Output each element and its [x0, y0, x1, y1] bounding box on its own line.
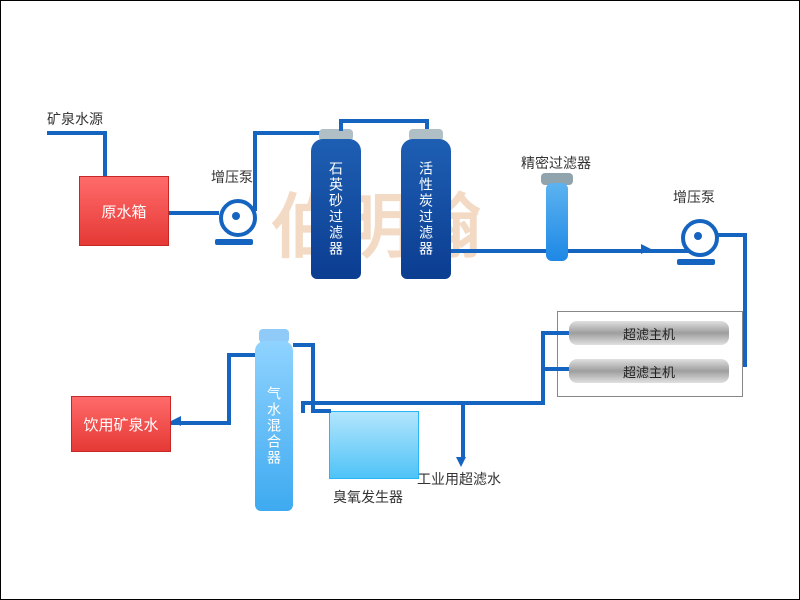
pipe	[227, 353, 231, 425]
pump2-label: 增压泵	[673, 187, 715, 207]
pipe	[301, 401, 305, 413]
pipe	[743, 233, 747, 365]
pipe	[339, 119, 429, 123]
pipe	[293, 343, 315, 347]
pipe	[461, 401, 465, 459]
pump1-label: 增压泵	[211, 167, 253, 187]
industrial-water-label: 工业用超滤水	[417, 469, 501, 489]
precision-filter	[546, 183, 568, 261]
pipe	[227, 353, 255, 357]
drinking-label: 饮用矿泉水	[83, 414, 158, 435]
carbon-label: 活性炭过滤器	[416, 161, 436, 257]
pipe	[541, 367, 569, 371]
uf1-label: 超滤主机	[623, 324, 675, 343]
mixer-label: 气水混合器	[264, 386, 284, 466]
uf-host-2: 超滤主机	[569, 359, 729, 383]
carbon-filter: 活性炭过滤器	[401, 139, 451, 279]
ozone-label: 臭氧发生器	[333, 487, 403, 507]
diagram-canvas: 伯明翰 矿泉水源 原水箱 增压泵 石英砂过滤器 活性炭过滤器 精密过滤器 增压泵	[0, 0, 800, 600]
raw-water-tank: 原水箱	[79, 176, 169, 246]
pipe	[451, 249, 557, 253]
pipe	[541, 331, 545, 371]
pipe	[568, 249, 698, 253]
arrow-icon	[456, 457, 466, 467]
gas-water-mixer: 气水混合器	[255, 341, 293, 511]
pipe	[311, 343, 315, 413]
pipe	[169, 211, 219, 215]
pipe	[301, 401, 545, 405]
drinking-water-box: 饮用矿泉水	[71, 396, 171, 452]
booster-pump-2	[681, 219, 719, 265]
precision-label: 精密过滤器	[521, 153, 591, 173]
uf-host-1: 超滤主机	[569, 321, 729, 345]
pipe	[311, 409, 331, 413]
ozone-generator	[329, 411, 419, 479]
source-label: 矿泉水源	[47, 109, 103, 129]
arrow-icon	[171, 416, 181, 426]
quartz-sand-filter: 石英砂过滤器	[311, 139, 361, 279]
raw-tank-label: 原水箱	[101, 201, 146, 222]
uf2-label: 超滤主机	[623, 362, 675, 381]
pipe	[541, 371, 545, 405]
quartz-label: 石英砂过滤器	[326, 161, 346, 257]
arrow-icon	[641, 244, 651, 254]
pipe	[253, 131, 257, 211]
pipe	[103, 131, 107, 176]
booster-pump-1	[219, 199, 257, 245]
pipe	[47, 131, 107, 135]
pipe	[541, 331, 569, 335]
